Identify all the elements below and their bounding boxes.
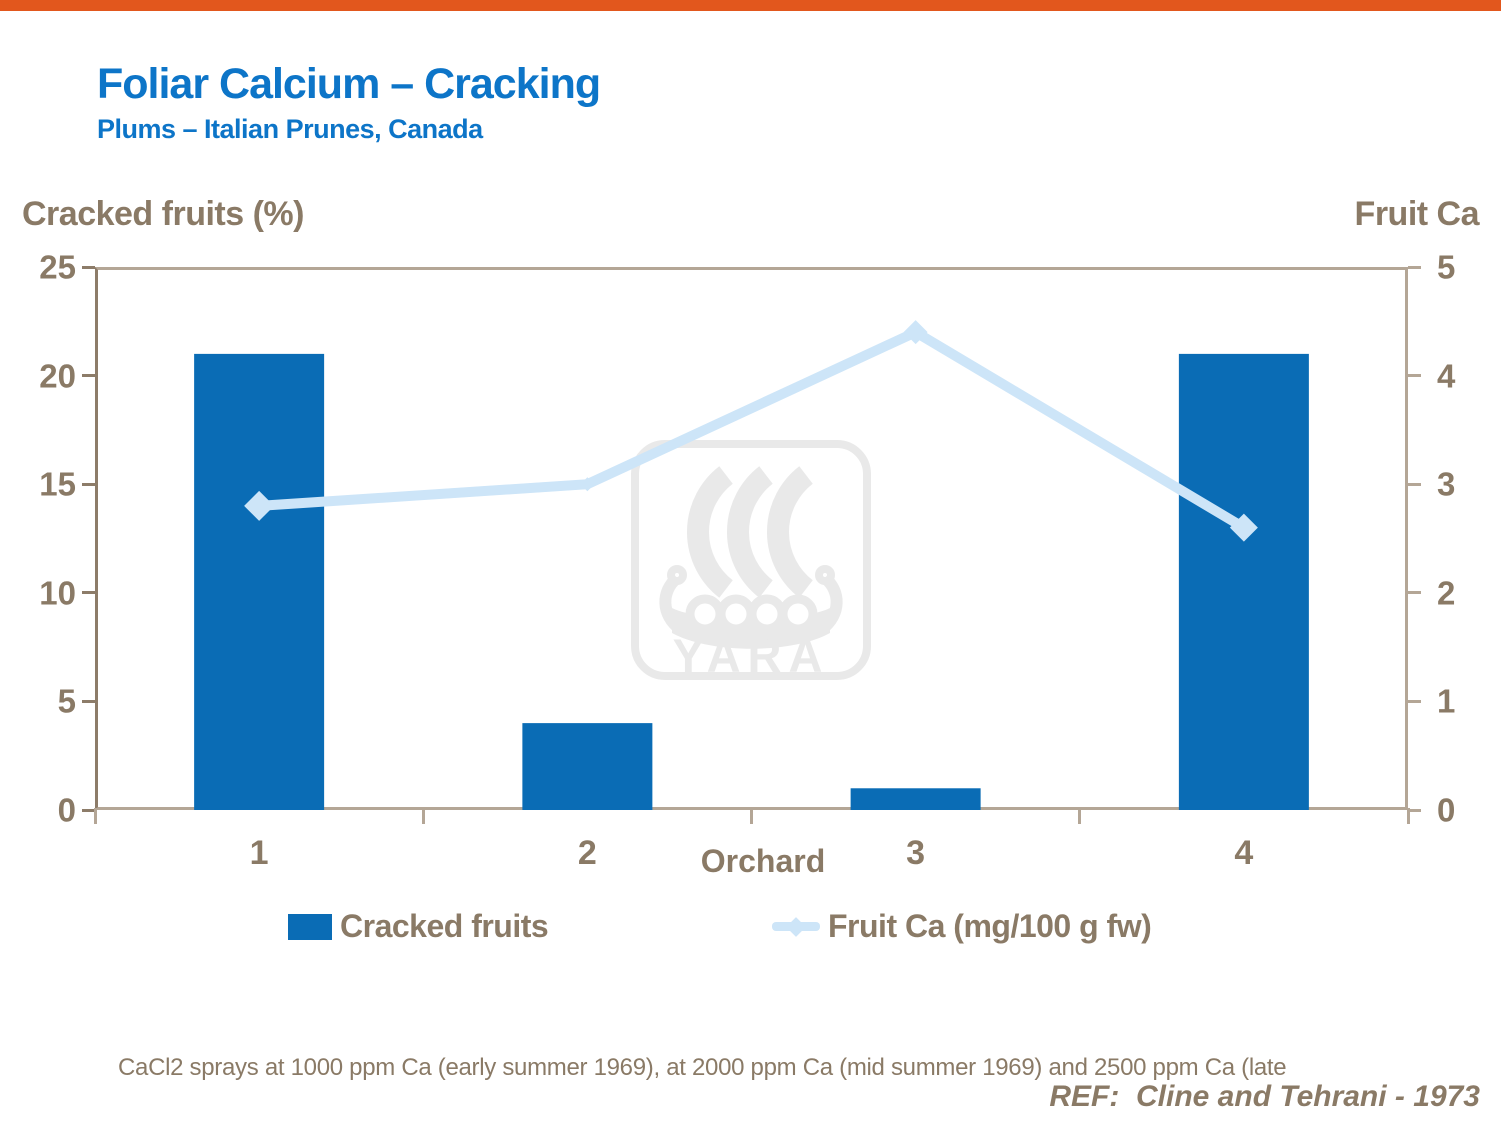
line-marker-orchard-2 [580, 477, 595, 492]
legend-label: Fruit Ca (mg/100 g fw) [828, 908, 1152, 944]
reference-text: REF: Cline and Tehrani - 1973 [1049, 1080, 1480, 1113]
left-axis-tick [82, 374, 95, 378]
bar-orchard-1 [194, 353, 325, 810]
line-marker-orchard-1 [244, 490, 275, 521]
footnote-line-1: CaCl2 sprays at 1000 ppm Ca (early summe… [118, 1054, 1287, 1081]
x-axis-tick [750, 808, 753, 824]
bar-orchard-4 [1178, 353, 1309, 810]
left-axis-tick-label: 25 [39, 248, 76, 286]
right-axis-tick-label: 1 [1437, 682, 1456, 720]
right-axis-tick-label: 0 [1437, 791, 1456, 829]
legend-item-fruit-ca: Fruit Ca (mg/100 g fw) [772, 908, 1152, 945]
fruit-ca-line [258, 326, 1247, 532]
left-axis-tick [82, 808, 95, 812]
line-marker-orchard-3 [903, 320, 928, 345]
right-axis-title: Fruit Ca [1354, 195, 1480, 233]
x-axis-title: Orchard [700, 843, 826, 879]
right-axis-tick [1408, 482, 1421, 486]
left-axis-tick-label: 15 [39, 465, 76, 503]
x-axis-tick [93, 808, 97, 824]
legend-label: Cracked fruits [340, 908, 549, 944]
x-axis-tick [421, 808, 425, 824]
right-axis-tick-label: 3 [1437, 465, 1456, 503]
right-axis-tick [1408, 265, 1421, 269]
bar-legend-swatch [288, 913, 332, 940]
right-axis-tick [1408, 808, 1421, 812]
x-axis-category-label: 2 [577, 834, 597, 872]
legend-item-cracked-fruits: Cracked fruits [288, 908, 549, 945]
right-axis-tick-label: 2 [1437, 574, 1456, 612]
left-axis-title: Cracked fruits (%) [22, 195, 304, 233]
x-axis-tick [1078, 808, 1082, 824]
viking-ship-icon [659, 466, 843, 649]
x-axis-category-label: 3 [906, 834, 926, 872]
left-axis-tick [82, 699, 95, 703]
x-axis-category-label: 1 [249, 834, 269, 872]
left-axis-tick [82, 482, 95, 486]
bar-orchard-2 [522, 723, 653, 810]
footnote: CaCl2 sprays at 1000 ppm Ca (early summe… [118, 983, 1287, 1125]
watermark-text: YARA [673, 629, 830, 681]
right-axis-tick-label: 4 [1437, 357, 1456, 395]
left-axis-tick-label: 10 [39, 574, 76, 612]
right-axis-tick [1408, 374, 1421, 378]
page-subtitle: Plums – Italian Prunes, Canada [97, 114, 483, 144]
chart-canvas [194, 320, 1309, 810]
diamond-marker-icon [786, 916, 806, 937]
brand-top-bar [0, 0, 1501, 11]
right-axis-tick [1408, 591, 1421, 595]
line-marker-orchard-4 [1229, 513, 1258, 542]
left-axis-tick [82, 265, 95, 269]
right-axis-tick-label: 5 [1437, 248, 1456, 286]
right-axis-tick [1408, 699, 1421, 703]
page-title: Foliar Calcium – Cracking [97, 60, 601, 108]
line-legend-swatch [772, 916, 820, 937]
watermark-frame [631, 440, 871, 680]
x-axis-category-label: 4 [1234, 834, 1254, 872]
x-axis-tick [1406, 808, 1410, 824]
left-axis-tick-label: 0 [57, 791, 76, 829]
left-axis-tick-label: 20 [39, 357, 76, 395]
yara-logo-watermark: YARA [631, 440, 871, 681]
left-axis-tick-label: 5 [57, 682, 76, 720]
bar-orchard-3 [850, 788, 981, 810]
left-axis-tick [82, 591, 95, 595]
